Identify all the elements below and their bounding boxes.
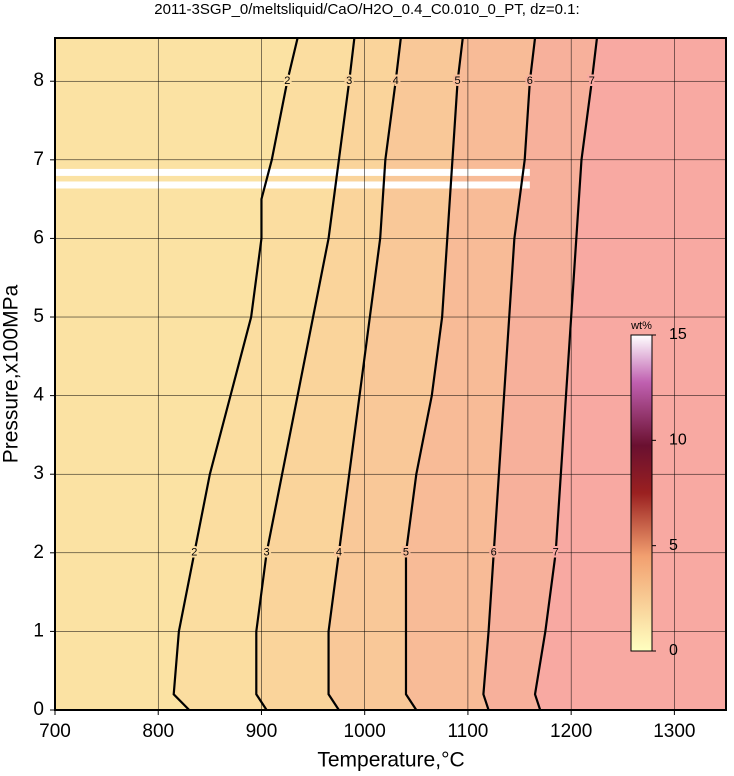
- x-tick-label: 700: [39, 721, 71, 742]
- contour-label: 6: [527, 75, 533, 87]
- x-axis-label: Temperature,°C: [317, 749, 464, 772]
- contour-label: 5: [455, 75, 461, 87]
- x-tick-label: 1300: [653, 721, 695, 742]
- colorbar-tick-label: 0: [669, 642, 678, 659]
- x-tick-label: 800: [142, 721, 174, 742]
- contour-label: 5: [403, 547, 409, 559]
- plot-frame: [54, 37, 727, 711]
- x-tick-label: 1000: [344, 721, 386, 742]
- contour-label: 4: [393, 75, 399, 87]
- y-tick-label: 6: [33, 227, 44, 248]
- y-tick-label: 3: [33, 463, 44, 484]
- colorbar: [630, 334, 653, 652]
- no-data-band: [55, 181, 530, 189]
- contour-label: 2: [191, 547, 197, 559]
- chart-title: 2011-3SGP_0/meltsliquid/CaO/H2O_0.4_C0.0…: [154, 1, 579, 18]
- contour-label: 7: [553, 547, 559, 559]
- y-tick-label: 2: [33, 542, 44, 563]
- y-tick-label: 0: [33, 699, 44, 720]
- y-tick-label: 8: [33, 70, 44, 91]
- contour-line: [255, 37, 356, 711]
- no-data-band: [55, 168, 530, 176]
- contour-label: 7: [589, 75, 595, 87]
- y-tick-label: 4: [33, 385, 44, 406]
- colorbar-label: wt%: [630, 320, 652, 332]
- colorbar-tick-label: 10: [669, 432, 687, 449]
- contour-line: [327, 37, 402, 711]
- contour-label: 4: [336, 547, 342, 559]
- y-tick-label: 5: [33, 306, 44, 327]
- colorbar-tick-label: 5: [669, 537, 678, 554]
- contour-line: [533, 37, 599, 711]
- y-axis-label: Pressure,x100MPa: [0, 284, 23, 463]
- x-tick-label: 1100: [447, 721, 488, 742]
- contour-label: 3: [264, 547, 270, 559]
- x-tick-label: 1200: [550, 721, 592, 742]
- contour-line: [482, 37, 537, 711]
- contour-line: [404, 37, 464, 711]
- y-tick-label: 1: [33, 620, 44, 641]
- colorbar-tick-label: 15: [669, 326, 687, 343]
- y-tick-label: 7: [33, 149, 44, 170]
- contour-label: 3: [346, 75, 352, 87]
- x-tick-label: 900: [246, 721, 278, 742]
- contour-label: 6: [491, 547, 497, 559]
- contour-line: [172, 37, 299, 711]
- contour-label: 2: [284, 75, 290, 87]
